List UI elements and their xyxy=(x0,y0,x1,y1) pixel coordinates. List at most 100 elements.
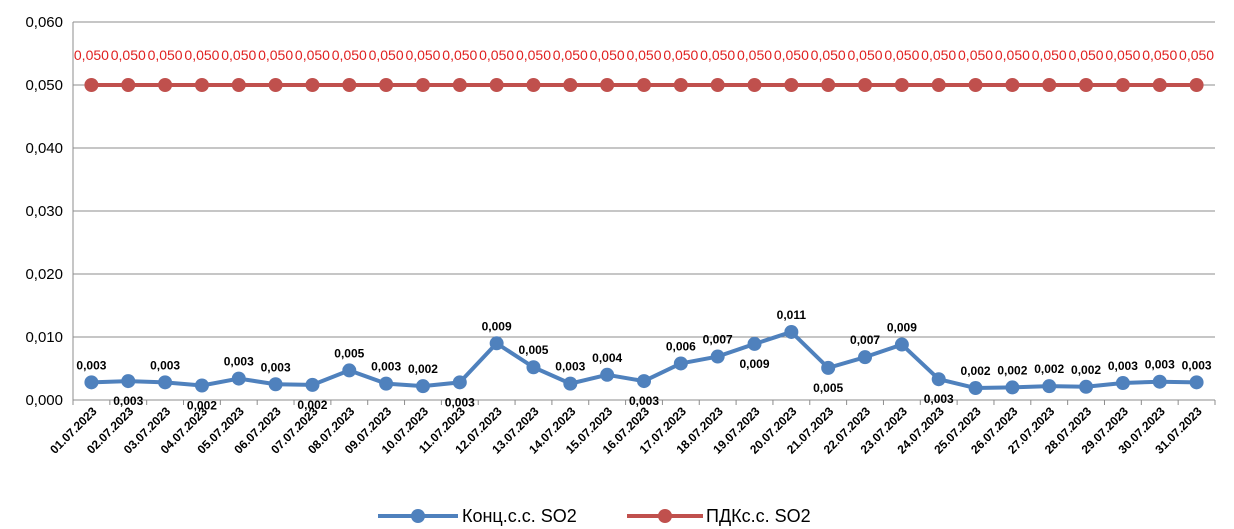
conc-data-label: 0,005 xyxy=(334,346,364,360)
conc-point xyxy=(158,375,173,390)
conc-point xyxy=(121,374,136,389)
conc-data-label: 0,003 xyxy=(1108,359,1138,373)
legend-pdk-label: ПДКс.с. SO2 xyxy=(706,506,811,526)
pdk-data-label: 0,050 xyxy=(1069,47,1104,63)
conc-point xyxy=(673,356,688,371)
series-layer xyxy=(84,78,1204,396)
pdk-point xyxy=(563,78,578,92)
conc-data-label: 0,002 xyxy=(997,363,1027,377)
conc-point xyxy=(968,381,983,396)
pdk-point xyxy=(747,78,762,92)
conc-data-label: 0,002 xyxy=(1034,362,1064,376)
axes xyxy=(72,22,1216,405)
conc-point xyxy=(600,367,615,382)
y-tick-label: 0,060 xyxy=(25,14,63,31)
y-tick-labels: 0,000 0,010 0,020 0,030 0,040 0,050 0,060 xyxy=(25,14,63,409)
pdk-data-label: 0,050 xyxy=(295,47,330,63)
pdk-data-label: 0,050 xyxy=(148,47,183,63)
pdk-point xyxy=(1079,78,1094,92)
legend: Конц.с.с. SO2 ПДКс.с. SO2 xyxy=(378,506,811,526)
legend-item-conc: Конц.с.с. SO2 xyxy=(378,506,577,526)
pdk-data-label: 0,050 xyxy=(1032,47,1067,63)
conc-point xyxy=(784,324,799,339)
conc-point xyxy=(894,337,909,352)
conc-data-label: 0,002 xyxy=(1071,363,1101,377)
conc-point xyxy=(747,336,762,351)
pdk-point xyxy=(1189,78,1204,92)
conc-data-label: 0,002 xyxy=(297,398,327,412)
pdk-point xyxy=(931,78,946,92)
conc-data-label: 0,003 xyxy=(924,392,954,406)
pdk-data-label: 0,050 xyxy=(884,47,919,63)
conc-data-label: 0,003 xyxy=(445,395,475,409)
pdk-point xyxy=(1042,78,1057,92)
pdk-data-label: 0,050 xyxy=(1179,47,1214,63)
conc-data-label: 0,003 xyxy=(113,394,143,408)
conc-point xyxy=(342,363,357,378)
conc-data-label: 0,002 xyxy=(961,364,991,378)
pdk-point xyxy=(268,78,283,92)
conc-point xyxy=(194,378,209,393)
conc-point xyxy=(710,349,725,364)
pdk-data-label: 0,050 xyxy=(221,47,256,63)
pdk-data-label: 0,050 xyxy=(590,47,625,63)
conc-point xyxy=(1079,379,1094,394)
pdk-point xyxy=(673,78,688,92)
conc-point xyxy=(637,374,651,389)
conc-data-label: 0,003 xyxy=(261,360,291,374)
pdk-data-label: 0,050 xyxy=(184,47,219,63)
conc-point xyxy=(1005,380,1020,395)
data-labels: 0,003 0,003 0,003 0,002 0,003 0,003 0,002 0,005… xyxy=(74,47,1214,413)
pdk-point xyxy=(968,78,983,92)
conc-data-label: 0,005 xyxy=(518,343,548,357)
pdk-point xyxy=(379,78,394,92)
conc-point xyxy=(305,377,320,392)
pdk-point xyxy=(231,78,246,92)
conc-data-label: 0,005 xyxy=(813,381,843,395)
conc-point xyxy=(821,360,836,375)
pdk-point xyxy=(452,78,467,92)
conc-point xyxy=(563,376,578,391)
legend-item-pdk: ПДКс.с. SO2 xyxy=(627,506,811,526)
y-tick-label: 0,030 xyxy=(25,203,63,220)
conc-point xyxy=(526,360,541,375)
pdk-data-label: 0,050 xyxy=(479,47,514,63)
conc-data-label: 0,003 xyxy=(76,358,106,372)
pdk-point xyxy=(342,78,357,92)
pdk-point xyxy=(1005,78,1020,92)
pdk-point xyxy=(489,78,504,92)
pdk-point xyxy=(710,78,725,92)
pdk-point xyxy=(121,78,136,92)
pdk-data-label: 0,050 xyxy=(369,47,404,63)
pdk-point xyxy=(784,78,799,92)
pdk-point xyxy=(158,78,173,92)
conc-data-label: 0,007 xyxy=(850,333,880,347)
conc-data-label: 0,009 xyxy=(482,319,512,333)
conc-data-label: 0,009 xyxy=(887,321,917,335)
pdk-data-label: 0,050 xyxy=(1105,47,1140,63)
pdk-point xyxy=(194,78,209,92)
conc-data-label: 0,002 xyxy=(187,399,217,413)
pdk-data-label: 0,050 xyxy=(626,47,661,63)
pdk-data-label: 0,050 xyxy=(663,47,698,63)
pdk-data-label: 0,050 xyxy=(516,47,551,63)
conc-point xyxy=(489,336,504,351)
conc-data-label: 0,003 xyxy=(1145,358,1175,372)
y-tick-label: 0,020 xyxy=(25,266,63,283)
conc-data-label: 0,007 xyxy=(703,333,733,347)
conc-point xyxy=(84,375,99,390)
pdk-point xyxy=(1152,78,1167,92)
pdk-data-label: 0,050 xyxy=(737,47,772,63)
pdk-data-label: 0,050 xyxy=(111,47,146,63)
pdk-point xyxy=(821,78,836,92)
conc-data-label: 0,003 xyxy=(629,394,659,408)
conc-data-label: 0,011 xyxy=(777,308,807,322)
pdk-point xyxy=(894,78,909,92)
pdk-data-label: 0,050 xyxy=(332,47,367,63)
conc-point xyxy=(1115,375,1130,390)
pdk-point xyxy=(637,78,651,92)
conc-point xyxy=(1152,374,1167,389)
pdk-data-label: 0,050 xyxy=(405,47,440,63)
pdk-data-label: 0,050 xyxy=(921,47,956,63)
